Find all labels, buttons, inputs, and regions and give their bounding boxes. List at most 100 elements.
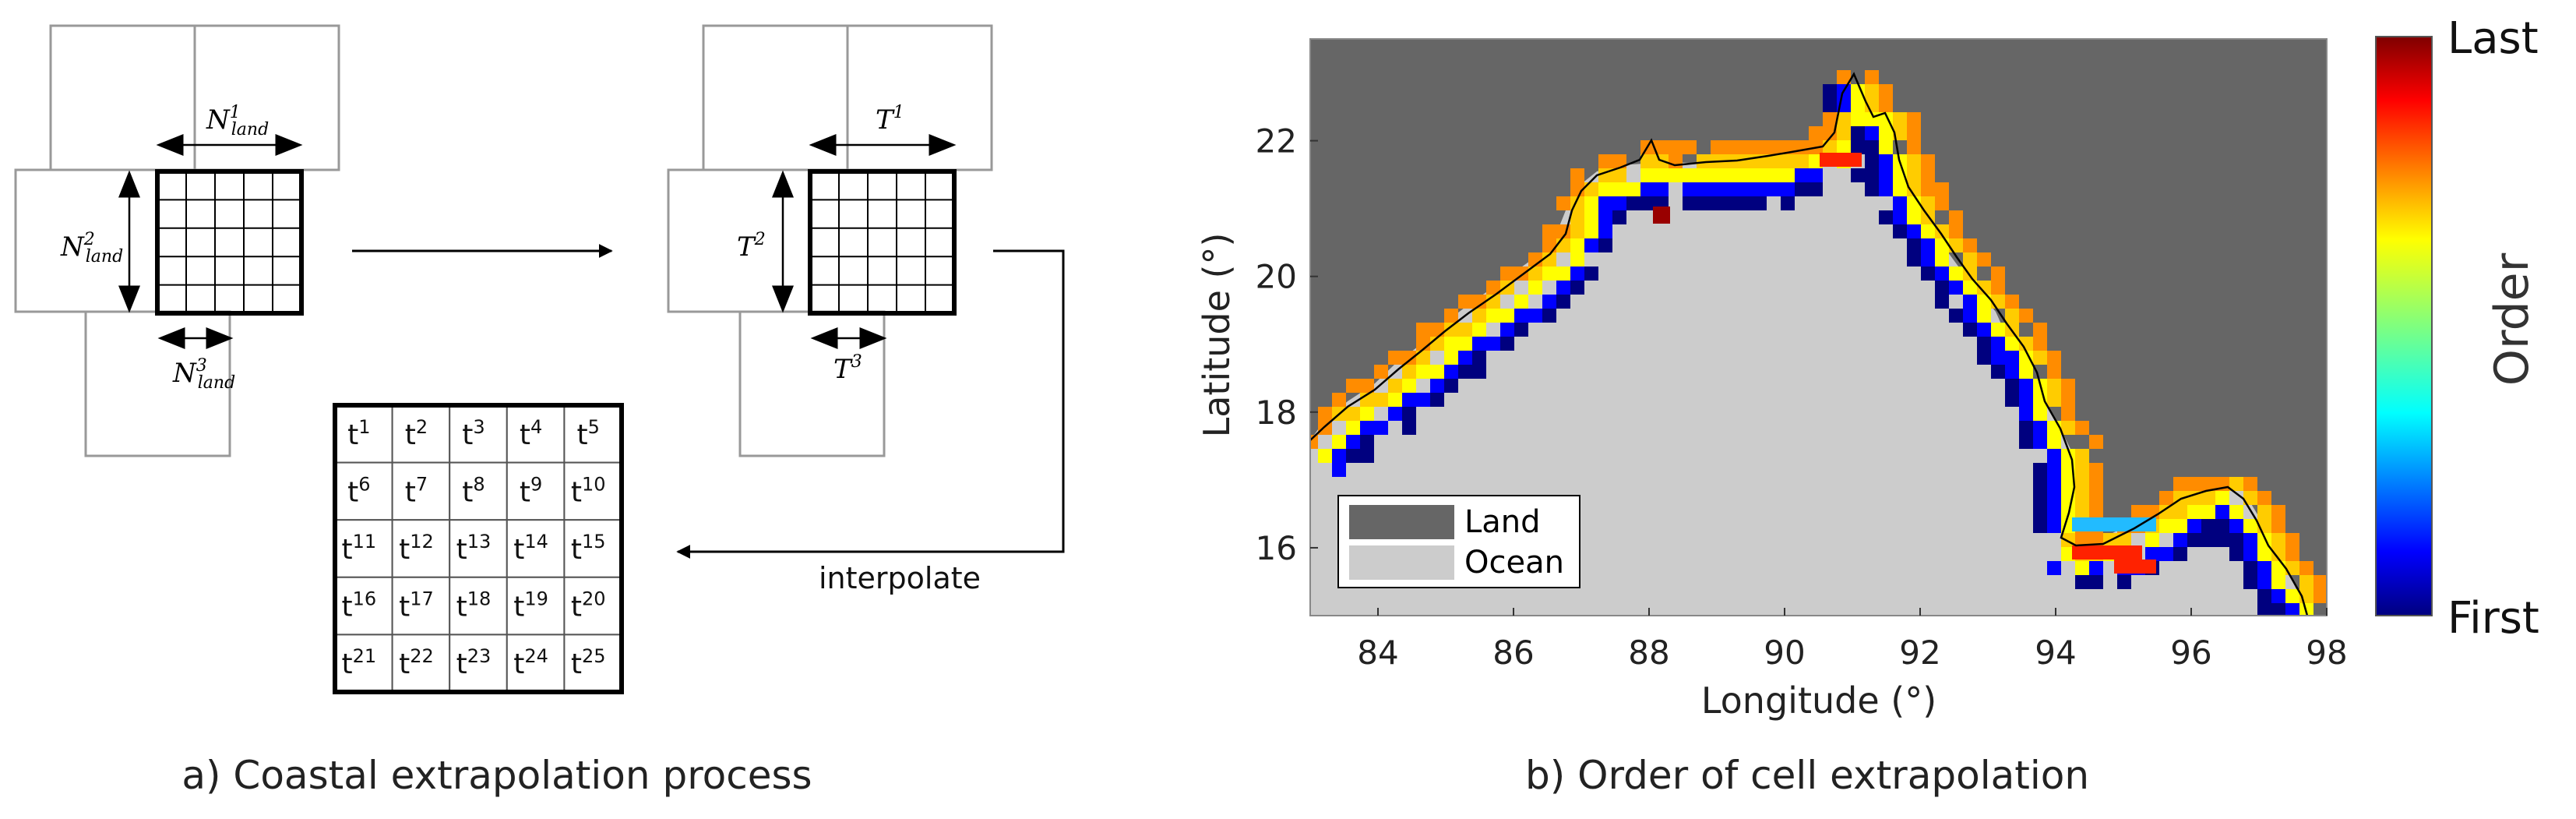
- coastal-cell: [1865, 168, 1879, 182]
- coastal-cell: [1851, 84, 1865, 98]
- coastal-cell: [1711, 168, 1725, 182]
- coastal-cell: [1879, 126, 1893, 140]
- coastal-cell: [1500, 323, 1514, 337]
- coastal-cell: [1697, 196, 1711, 210]
- coastal-cell: [1921, 154, 1935, 168]
- coastal-cell: [1570, 238, 1584, 252]
- result-cell-label: t24: [513, 645, 548, 680]
- result-cell-label: t18: [456, 588, 492, 623]
- coastal-cell: [1823, 140, 1837, 154]
- coastline: [1310, 72, 2309, 616]
- coastal-cell: [1767, 154, 1781, 168]
- coastal-cell: [1697, 168, 1711, 182]
- coastal-cell: [2128, 517, 2142, 531]
- x-tick-label: 90: [1764, 634, 1805, 672]
- result-cell-label: t8: [462, 473, 485, 508]
- coastal-cell: [1458, 337, 1472, 351]
- coastal-cell: [2005, 365, 2019, 379]
- dimension-arrows-right: [772, 134, 957, 349]
- isolated-cell: [1653, 207, 1670, 224]
- dimension-arrows-left: [118, 134, 303, 349]
- result-cell: [334, 461, 393, 521]
- coastal-cell: [2299, 575, 2313, 589]
- coastal-cell: [1612, 154, 1626, 168]
- coastal-cell: [2033, 407, 2047, 421]
- coastal-cell: [2089, 505, 2103, 519]
- coastal-cell: [1598, 210, 1612, 224]
- coastal-cell: [1851, 126, 1865, 140]
- coastal-cell: [1669, 154, 1683, 168]
- coastal-cell: [1907, 140, 1921, 154]
- coastal-cell: [1556, 196, 1570, 210]
- coastal-cell: [1851, 140, 1865, 154]
- coastal-cell: [1739, 168, 1753, 182]
- coastal-cell: [1430, 323, 1444, 337]
- coastal-cell: [1416, 393, 1430, 407]
- coastal-cell: [1893, 196, 1907, 210]
- coastal-cell: [2271, 519, 2285, 533]
- coastal-cell: [1360, 379, 1374, 393]
- colorbar-title: Order: [2485, 252, 2539, 386]
- coastal-cell: [1683, 168, 1697, 182]
- coastal-cell: [1837, 126, 1851, 140]
- coastal-cell: [1402, 421, 1416, 435]
- coastal-cell: [1556, 267, 1570, 281]
- coastal-cell: [2243, 547, 2257, 561]
- coastal-cell: [1725, 182, 1739, 196]
- coastal-cell: [1893, 210, 1907, 224]
- coastal-cell: [1514, 323, 1528, 337]
- coastal-cell: [1781, 140, 1795, 154]
- coastal-cell: [2033, 491, 2047, 505]
- coastal-cell: [1921, 182, 1935, 196]
- coastal-cell: [1725, 196, 1739, 210]
- y-tick-label: 16: [1256, 529, 1297, 567]
- coastal-cell: [1640, 196, 1654, 210]
- coastal-cell: [2243, 491, 2257, 505]
- coastal-cell: [1472, 309, 1486, 323]
- coastal-cell: [1907, 224, 1921, 238]
- coastal-cell: [1626, 196, 1640, 210]
- coastal-cell: [2215, 533, 2229, 547]
- coastal-cell: [1781, 168, 1795, 182]
- coastal-cell: [1711, 196, 1725, 210]
- coastal-cell: [2072, 545, 2086, 560]
- coastal-cell: [1865, 126, 1879, 140]
- coastal-cell: [2047, 365, 2061, 379]
- coastal-cell: [2061, 379, 2075, 393]
- coastal-cell: [1430, 379, 1444, 393]
- coastal-cell: [1879, 84, 1893, 98]
- t-2-label: T2: [737, 230, 766, 263]
- coastal-cell: [2271, 505, 2285, 519]
- coastal-cell: [1669, 140, 1683, 154]
- coastal-cell: [1542, 238, 1556, 252]
- interpolate-arrow: [676, 249, 1065, 559]
- coastal-cell: [1865, 70, 1879, 84]
- coastal-cell: [1556, 295, 1570, 309]
- coastal-cell: [2271, 533, 2285, 547]
- coastal-cell: [2243, 519, 2257, 533]
- coastal-cell: [1977, 337, 1991, 351]
- coastal-cell: [1640, 182, 1654, 196]
- coastal-cell: [1739, 140, 1753, 154]
- coastal-cell: [1725, 140, 1739, 154]
- coastal-cell: [2089, 491, 2103, 505]
- coastal-cell: [1528, 267, 1542, 281]
- coastal-cell: [2047, 519, 2061, 533]
- coastal-cell: [1683, 182, 1697, 196]
- coastal-cell: [1848, 153, 1862, 167]
- coastal-cell: [1935, 224, 1949, 238]
- coastal-cell: [1879, 154, 1893, 168]
- coastal-cell: [1374, 393, 1388, 407]
- coastal-cell: [2047, 449, 2061, 463]
- coastal-cell: [2100, 517, 2114, 531]
- coastal-cell: [1472, 295, 1486, 309]
- coastal-cell: [1949, 210, 1963, 224]
- coastal-cell: [1991, 351, 2005, 365]
- legend-land-label: Land: [1464, 504, 1541, 540]
- coastal-cell: [1444, 365, 1458, 379]
- coastal-cell: [1865, 182, 1879, 196]
- coastal-cell: [2257, 561, 2271, 575]
- coastal-cell: [1879, 182, 1893, 196]
- coastal-cell: [2173, 519, 2187, 533]
